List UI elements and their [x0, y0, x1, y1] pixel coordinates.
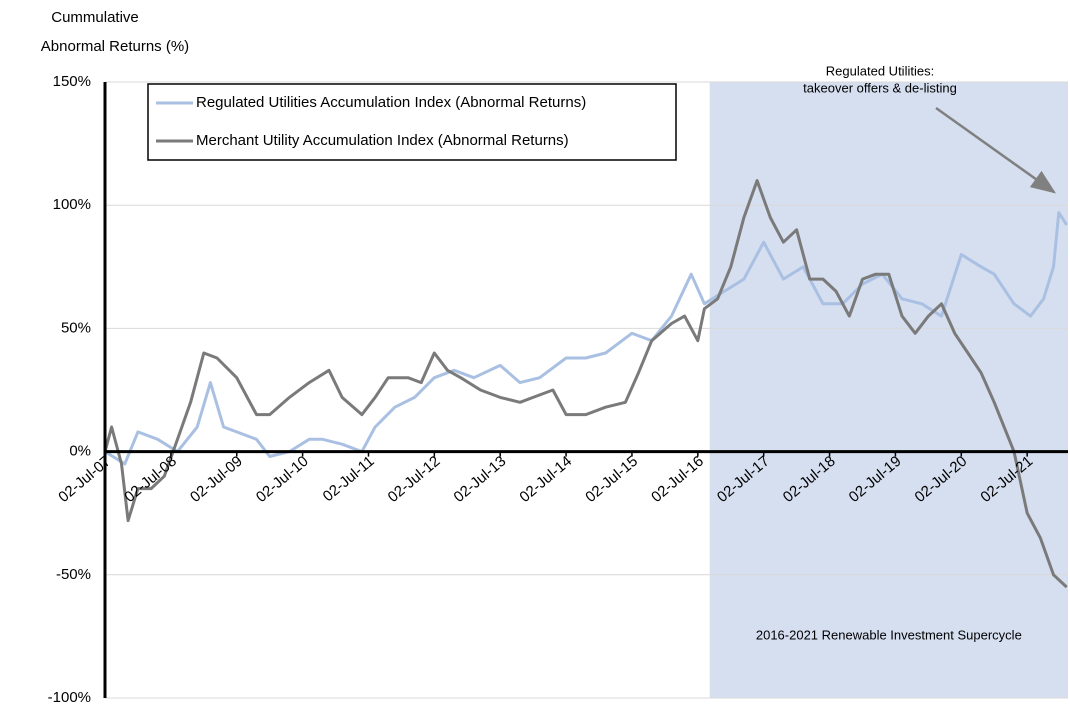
x-tick-label: 02-Jul-15 — [582, 453, 641, 506]
shaded-region: 2016-2021 Renewable Investment Supercycl… — [709, 82, 1068, 698]
y-axis-label: Abnormal Returns (%) — [41, 38, 189, 55]
annotation-arrow — [935, 106, 1057, 194]
x-tick-label: 02-Jul-12 — [385, 453, 444, 506]
shaded-label: 2016-2021 Renewable Investment Supercycl… — [756, 627, 1022, 642]
y-tick-label: 50% — [61, 319, 91, 336]
legend-label: Merchant Utility Accumulation Index (Abn… — [196, 132, 569, 149]
x-tick-label: 02-Jul-11 — [320, 453, 378, 506]
x-tick-label: 02-Jul-16 — [648, 453, 707, 506]
y-tick-label: 0% — [69, 443, 91, 460]
y-tick-label: -100% — [48, 689, 91, 704]
annotation: takeover offers & de-listing — [803, 80, 957, 95]
y-tick-label: -50% — [56, 566, 91, 583]
legend-label: Regulated Utilities Accumulation Index (… — [196, 94, 586, 111]
x-tick-label: 02-Jul-10 — [253, 453, 312, 506]
series-line — [104, 211, 1068, 466]
y-axis-label: Cummulative — [51, 9, 139, 26]
x-tick-label: 02-Jul-08 — [121, 453, 180, 506]
shaded-band — [709, 82, 1068, 698]
legend: Regulated Utilities Accumulation Index (… — [147, 83, 677, 161]
x-tick-label: 02-Jul-13 — [450, 453, 509, 506]
lines — [103, 179, 1068, 589]
y-tick-label: 100% — [53, 196, 91, 213]
y-tick-label: 150% — [53, 73, 91, 90]
annotation: Regulated Utilities: — [826, 63, 934, 78]
x-tick-label: 02-Jul-14 — [516, 453, 575, 506]
legend-box — [147, 83, 677, 161]
x-tick-label: 02-Jul-09 — [187, 453, 246, 506]
series-line — [103, 179, 1068, 589]
